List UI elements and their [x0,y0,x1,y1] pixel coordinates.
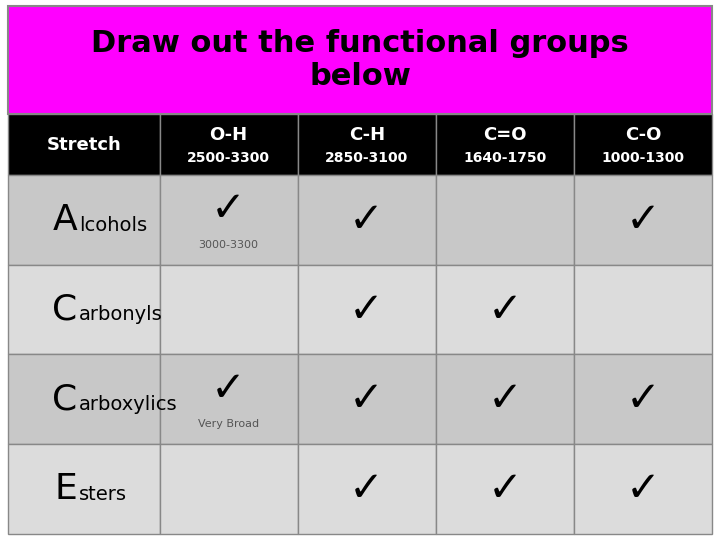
Text: ✓: ✓ [487,379,522,420]
Bar [297,354,436,444]
Text: ✓: ✓ [626,468,660,510]
Text: O-H: O-H [210,126,248,145]
Text: ✓: ✓ [626,199,660,241]
Bar [574,265,712,354]
Bar [436,444,574,534]
Text: Very Broad: Very Broad [198,420,259,429]
Text: 2850-3100: 2850-3100 [325,151,408,165]
Bar [297,444,436,534]
Bar [8,114,160,175]
Text: C=O: C=O [483,126,526,145]
Bar [160,114,297,175]
Bar [297,265,436,354]
Bar [436,354,574,444]
Bar [436,175,574,265]
Text: ✓: ✓ [349,288,384,330]
Bar [8,175,160,265]
Bar [160,354,297,444]
Text: C: C [53,382,78,416]
Text: ✓: ✓ [487,468,522,510]
Bar [8,444,160,534]
Bar [436,114,574,175]
Bar [574,444,712,534]
Text: C-O: C-O [625,126,661,145]
Text: ✓: ✓ [349,379,384,420]
Bar [297,114,436,175]
Text: ✓: ✓ [211,188,246,230]
Bar [160,444,297,534]
Bar [8,6,712,114]
Text: C: C [53,293,78,327]
Text: C-H: C-H [348,126,384,145]
Text: ✓: ✓ [349,199,384,241]
Bar [574,175,712,265]
Text: ✓: ✓ [349,468,384,510]
Text: ✓: ✓ [487,288,522,330]
Text: arbonyls: arbonyls [79,306,163,325]
Text: sters: sters [79,485,127,504]
Text: E: E [55,472,78,506]
Text: ✓: ✓ [211,368,246,409]
Bar [160,265,297,354]
Text: 1000-1300: 1000-1300 [601,151,685,165]
Text: Stretch: Stretch [46,136,121,153]
Text: A: A [53,203,78,237]
Bar [297,175,436,265]
Text: lcohols: lcohols [79,215,148,235]
Bar [436,265,574,354]
Bar [8,265,160,354]
Text: Draw out the functional groups
below: Draw out the functional groups below [91,29,629,91]
Text: 2500-3300: 2500-3300 [187,151,270,165]
Bar [8,354,160,444]
Text: 3000-3300: 3000-3300 [199,240,258,250]
Bar [574,354,712,444]
Text: ✓: ✓ [626,379,660,420]
Bar [160,175,297,265]
Text: arboxylics: arboxylics [79,395,178,414]
Bar [574,114,712,175]
Text: 1640-1750: 1640-1750 [463,151,546,165]
